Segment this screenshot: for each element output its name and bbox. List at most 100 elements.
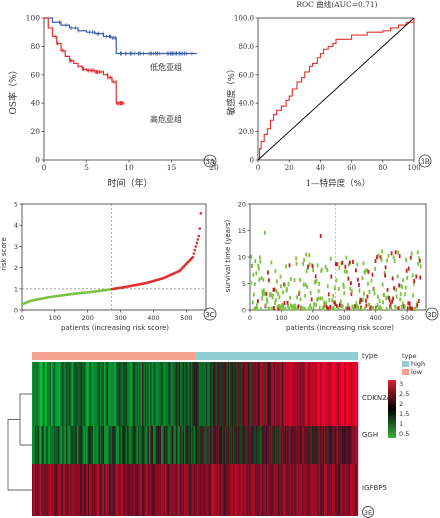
heatmap-cell [163,426,166,464]
heatmap-cell [158,362,160,426]
roc-curve-chart: ROC 曲线(AUC=0.71) 0 20 40 60 80 100 0 20.0 40.0 60… [226,0,432,189]
heatmap-cell [219,464,222,516]
heatmap-cell [121,464,124,516]
expression-heatmap: type CDKN2A GGH IGFBP5 type high low 3 2… [7,352,425,518]
risk-score-point [196,238,200,241]
heatmap-cell [218,464,220,516]
heatmap-cell [84,362,87,426]
heatmap-cell [300,426,303,464]
heatmap-cell [224,362,227,426]
heatmap-cell [80,362,83,426]
heatmap-cell [295,362,298,426]
legend-label-low: low [411,368,423,376]
heatmap-cell [147,426,150,464]
alive-patient-mark [306,284,309,289]
heatmap-cell [151,362,154,426]
heatmap-cell [55,426,57,464]
dead-patient-mark [365,298,367,303]
heatmap-cell [90,464,92,516]
heatmap-cell [34,426,37,464]
panel-label-3d: 3D [425,307,439,321]
heatmap-cell [212,362,215,426]
heatmap-cell [67,362,69,426]
heatmap-cell [281,464,284,516]
dead-patient-mark [335,304,338,309]
heatmap-cell [305,426,307,464]
heatmap-cell [89,362,91,426]
heatmap-cell [266,362,269,426]
heatmap-cell [290,426,292,464]
heatmap-cell [71,464,73,516]
heatmap-cell [135,426,137,464]
heatmap-cell [159,426,162,464]
heatmap-cell [249,464,251,516]
heatmap-cell [189,464,192,516]
alive-patient-mark [310,306,313,311]
alive-patient-mark [380,306,382,311]
heatmap-cell [76,362,79,426]
alive-patient-mark [270,292,272,297]
heatmap-cell [349,426,352,464]
heatmap-cell [235,464,238,516]
heatmap-cell [241,362,243,426]
dead-patient-mark [330,274,333,279]
heatmap-cell [283,464,285,516]
heatmap-cell [155,464,158,516]
alive-patient-mark [262,288,265,293]
heatmap-cell [227,426,230,464]
heatmap-cell [132,362,135,426]
heatmap-cell [277,464,280,516]
alive-patient-mark [253,306,256,311]
risk-score-chart: 0 100 200 300 400 500 0 1 2 3 4 5 risk score patien… [0,201,217,332]
heatmap-cell [330,362,333,426]
heatmap-cell [114,426,117,464]
heatmap-cell [246,426,249,464]
xlabel-patients-d: patients (increasing risk score) [286,324,394,332]
heatmap-cell [106,426,109,464]
heatmap-cell [116,426,118,464]
alive-patient-mark [302,261,305,266]
alive-patient-mark [251,300,254,305]
heatmap-cell [212,426,215,464]
heatmap-cell [76,464,79,516]
heatmap-cell [67,426,69,464]
dendrogram-branch-1 [19,393,32,446]
heatmap-cell [353,426,356,464]
heatmap-cell [218,362,220,426]
risk-score-point [198,227,202,230]
xlabel-time: 时间（年） [107,177,152,189]
dead-patient-mark [334,301,337,306]
heatmap-cell [102,464,105,516]
heatmap-cell [292,362,295,426]
alive-patient-mark [412,281,415,286]
alive-patient-mark [277,291,279,296]
heatmap-cell [178,464,181,516]
alive-patient-mark [251,263,254,268]
heatmap-cell [230,464,232,516]
alive-patient-mark [364,268,367,273]
alive-patient-mark [339,299,342,304]
heatmap-cell [309,426,311,464]
heatmap-cell [319,426,322,464]
heatmap-cell [98,464,101,516]
heatmap-cell [356,464,359,516]
heatmap-cell [337,362,340,426]
heatmap-cell [103,362,106,426]
heatmap-cell [219,426,222,464]
heatmap-cells [32,362,359,516]
heatmap-cell [101,362,103,426]
heatmap-cell [334,464,337,516]
dead-patient-mark [390,251,393,256]
x-tick-label: 15 [167,163,177,172]
heatmap-cell [156,362,159,426]
x-tick-label: 200 [82,314,94,322]
alive-patient-mark [315,279,318,284]
heatmap-cell [102,426,105,464]
heatmap-cell [338,362,341,426]
heatmap-cell [314,426,317,464]
ylabel-risk-score: risk score [0,237,8,271]
heatmap-cell [48,464,50,516]
heatmap-cell [190,426,193,464]
heatmap-cell [151,464,154,516]
heatmap-cell [257,362,260,426]
